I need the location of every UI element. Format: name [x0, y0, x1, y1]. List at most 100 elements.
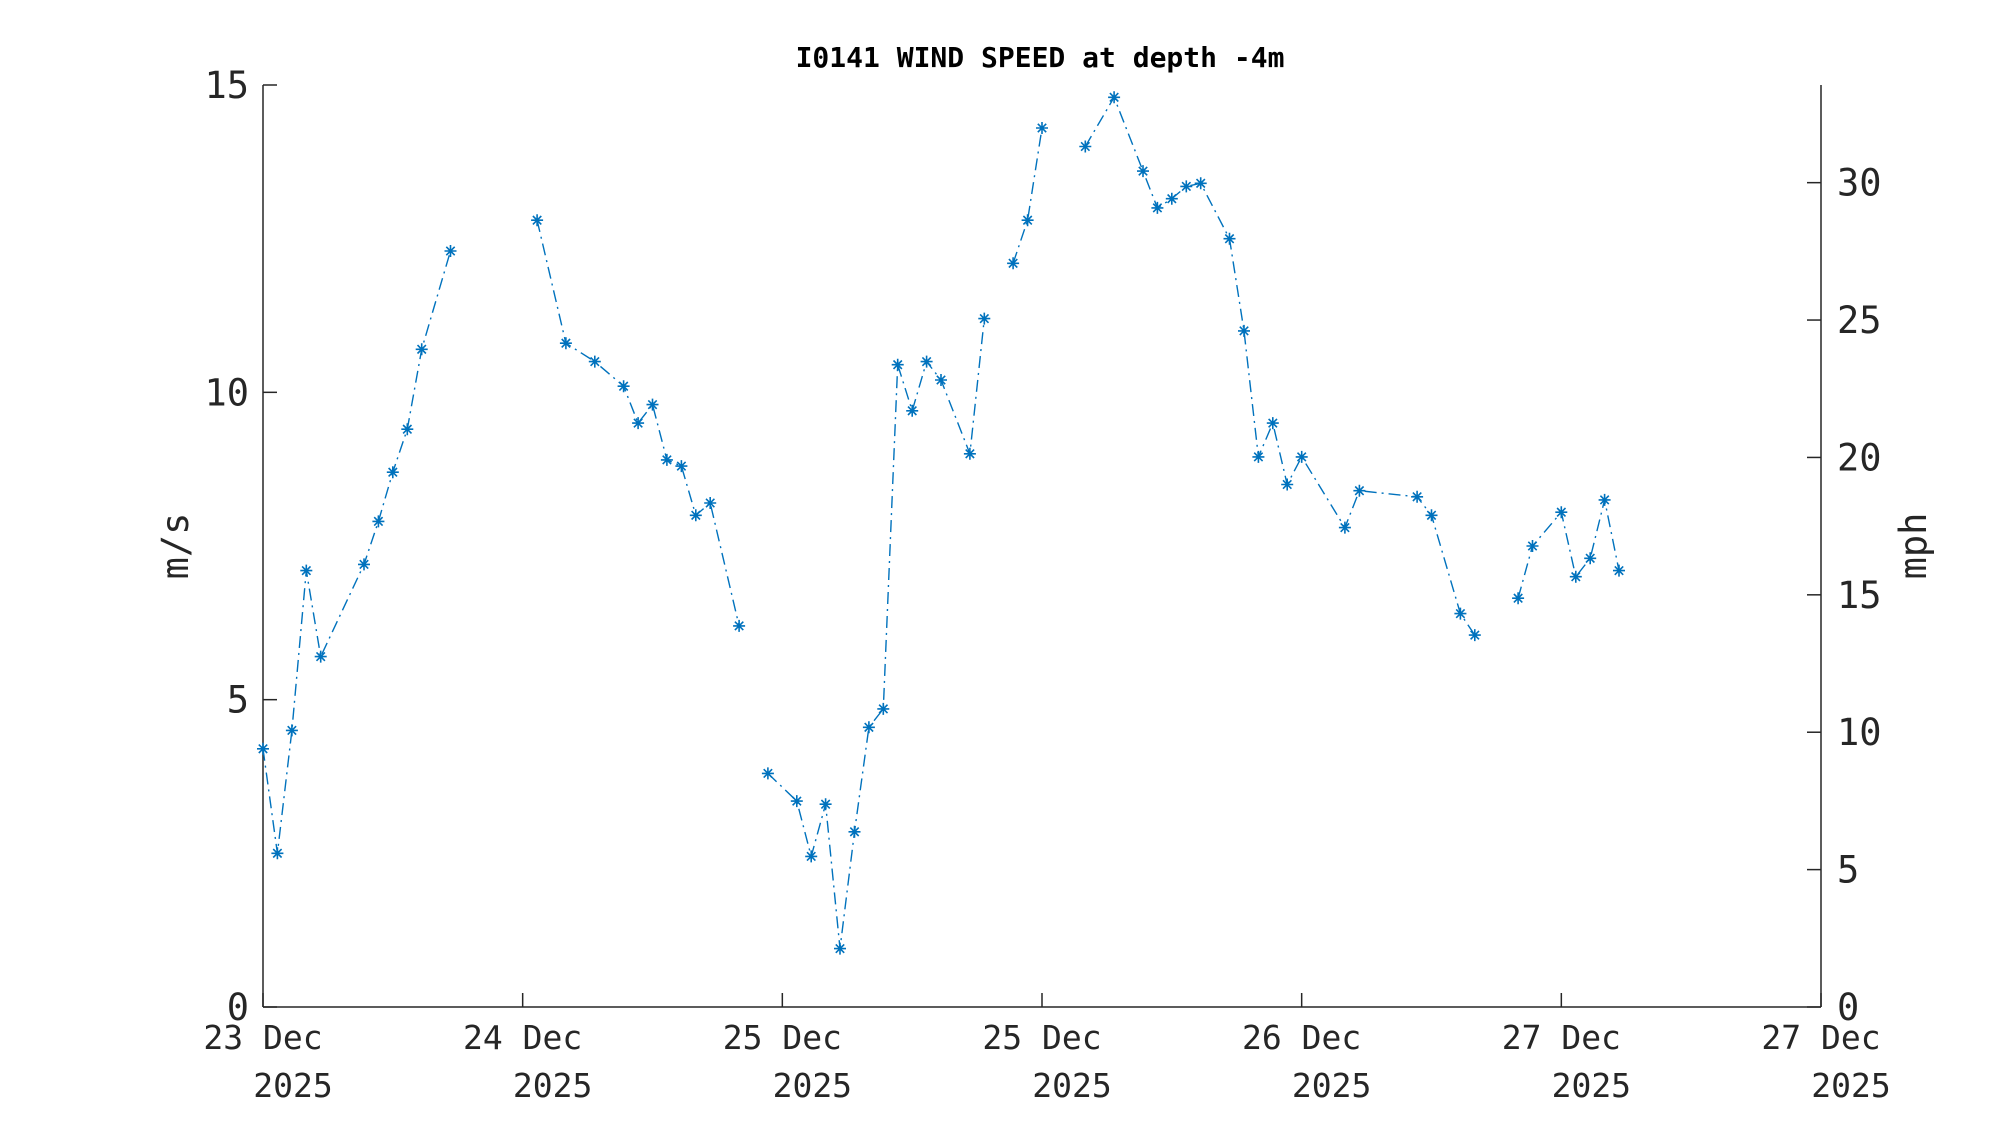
data-point	[300, 564, 313, 577]
data-point	[906, 404, 919, 417]
x-tick-label-year: 2025	[253, 1066, 332, 1105]
series-line-segment	[262, 250, 452, 854]
asterisk-marker	[920, 355, 933, 368]
asterisk-marker	[805, 850, 818, 863]
right-y-tick-label: 20	[1837, 436, 1882, 479]
asterisk-marker	[271, 847, 284, 860]
chart-title: I0141 WIND SPEED at depth -4m	[796, 41, 1285, 74]
data-point	[1238, 324, 1250, 337]
left-y-tick-label: 15	[204, 64, 249, 107]
right-y-tick-label: 30	[1837, 162, 1882, 205]
data-point	[1468, 629, 1481, 642]
data-point	[559, 337, 572, 350]
data-point	[1180, 180, 1193, 193]
data-point	[733, 619, 746, 632]
asterisk-marker	[819, 798, 832, 811]
series-line-segment	[767, 318, 985, 949]
series-line-segment	[1012, 127, 1043, 264]
asterisk-marker	[689, 509, 702, 522]
series-wind-speed	[257, 91, 1625, 955]
asterisk-marker	[257, 742, 269, 755]
data-point	[819, 798, 832, 811]
data-point	[1613, 564, 1625, 577]
data-point	[1584, 552, 1597, 565]
asterisk-marker	[1613, 564, 1625, 577]
asterisk-marker	[1555, 506, 1568, 519]
data-point	[632, 417, 645, 430]
asterisk-marker	[1512, 592, 1525, 605]
data-point	[1151, 201, 1164, 214]
data-point	[588, 355, 601, 368]
asterisk-marker	[1425, 509, 1438, 522]
x-tick-label-year: 2025	[1292, 1066, 1371, 1105]
asterisk-marker	[1584, 552, 1597, 565]
data-point	[877, 702, 890, 715]
data-point	[660, 453, 673, 466]
data-point	[314, 650, 327, 663]
data-point	[1194, 177, 1207, 190]
asterisk-marker	[588, 355, 601, 368]
y-axis-label-left: m/s	[154, 513, 197, 580]
asterisk-marker	[1036, 122, 1048, 134]
asterisk-marker	[978, 312, 991, 325]
asterisk-marker	[1238, 324, 1250, 337]
data-point	[1555, 506, 1568, 519]
asterisk-marker	[848, 825, 861, 838]
asterisk-marker	[1468, 629, 1481, 642]
data-point	[805, 850, 818, 863]
y-axis-label-right: mph	[1892, 513, 1935, 580]
x-tick-label-year: 2025	[1811, 1066, 1890, 1105]
data-point	[963, 447, 976, 460]
asterisk-marker	[415, 343, 428, 356]
right-y-tick-label: 15	[1837, 574, 1882, 617]
asterisk-marker	[862, 721, 875, 734]
asterisk-marker	[675, 460, 688, 473]
data-point	[1338, 521, 1351, 534]
data-point	[1079, 140, 1092, 153]
data-point	[862, 721, 875, 734]
data-point	[646, 398, 659, 411]
data-point	[271, 847, 284, 860]
asterisk-marker	[1526, 540, 1539, 552]
data-point	[617, 380, 630, 393]
asterisk-marker	[559, 337, 572, 350]
asterisk-marker	[372, 515, 385, 528]
asterisk-marker	[1252, 450, 1265, 463]
data-point	[834, 942, 846, 955]
asterisk-marker	[790, 795, 803, 808]
asterisk-marker	[300, 564, 313, 577]
x-axis: 23 Dec 2025 24 Dec 2025 25 Dec 2025 25 Dec 2025…	[203, 993, 1891, 1105]
data-point	[358, 558, 370, 571]
data-point	[1165, 192, 1178, 205]
asterisk-marker	[906, 404, 919, 417]
data-point	[285, 724, 298, 737]
data-point	[1411, 490, 1424, 503]
asterisk-marker	[358, 558, 370, 571]
left-y-tick-label: 0	[227, 986, 249, 1029]
plot-area	[262, 85, 1822, 1008]
asterisk-marker	[660, 453, 673, 466]
data-point	[1295, 450, 1308, 463]
asterisk-marker	[1223, 232, 1236, 245]
x-tick-label-year: 2025	[1032, 1066, 1111, 1105]
asterisk-marker	[1194, 177, 1207, 190]
asterisk-marker	[1598, 493, 1611, 506]
data-point	[1266, 417, 1279, 430]
data-point	[1569, 570, 1582, 583]
data-point	[1223, 232, 1236, 245]
data-point	[401, 423, 414, 436]
asterisk-marker	[386, 466, 399, 479]
asterisk-marker	[531, 214, 544, 227]
asterisk-marker	[1295, 450, 1308, 463]
asterisk-marker	[834, 942, 846, 955]
x-tick-label-year: 2025	[1552, 1066, 1631, 1105]
data-point	[1353, 484, 1366, 497]
x-tick-label-day: 26 Dec	[1242, 1018, 1361, 1057]
data-point	[1281, 478, 1294, 491]
data-point	[1021, 214, 1034, 227]
asterisk-marker	[935, 374, 947, 386]
asterisk-marker	[704, 497, 717, 509]
data-point	[675, 460, 688, 473]
data-point	[920, 355, 933, 368]
